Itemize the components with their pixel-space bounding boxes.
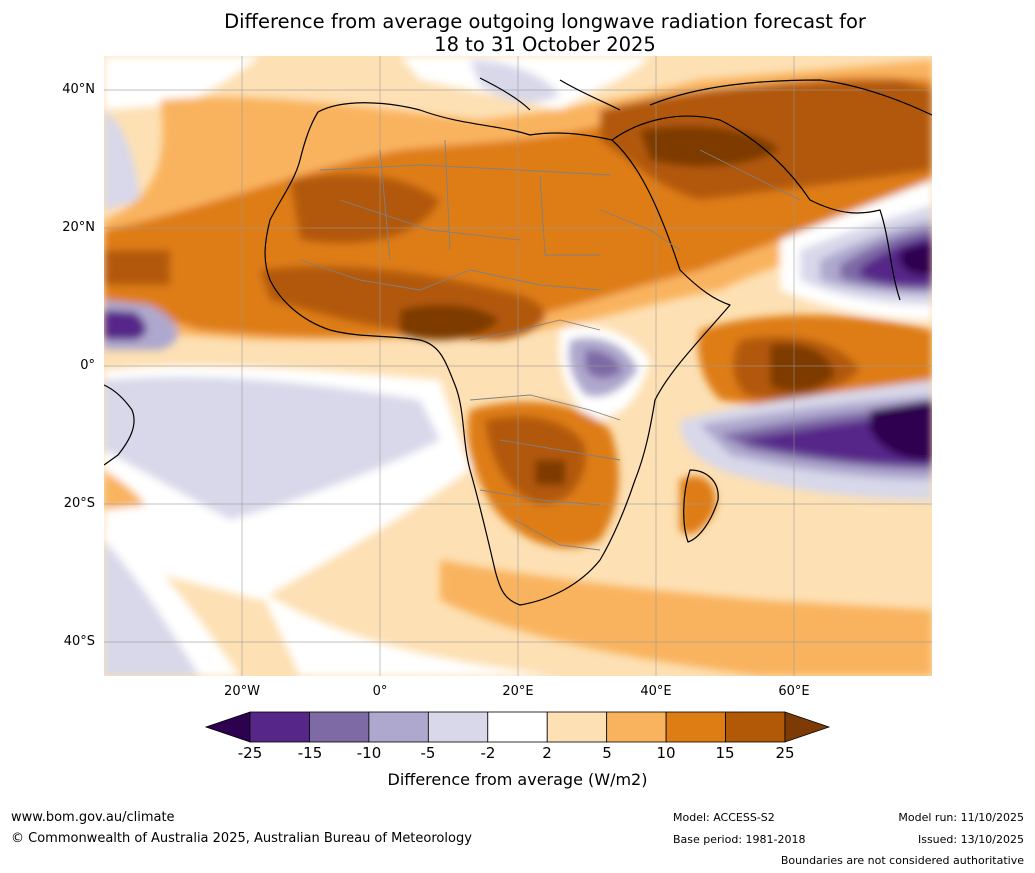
colorbar-swatch: [249, 711, 310, 743]
colorbar-swatch: [725, 711, 786, 743]
lat-label-20n: 20°N: [62, 220, 95, 235]
lon-label-0: 0°: [372, 684, 388, 699]
lon-label-40e: 40°E: [640, 684, 672, 699]
colorbar-tick: 15: [715, 744, 735, 762]
model-text: Model: ACCESS-S2: [673, 811, 775, 824]
colorbar-tick: 25: [775, 744, 795, 762]
olr-anomaly-map: [104, 56, 932, 676]
country-boundaries: [299, 139, 801, 551]
website-text: www.bom.gov.au/climate: [11, 810, 175, 825]
issued-text: Issued: 13/10/2025: [917, 833, 1024, 846]
colorbar-under-arrow: [204, 711, 251, 743]
colorbar-over-arrow: [784, 711, 831, 743]
colorbar-swatch: [665, 711, 726, 743]
colorbar-swatch: [427, 711, 489, 743]
colorbar-swatch: [309, 711, 370, 743]
disclaimer-text: Boundaries are not considered authoritat…: [780, 854, 1024, 867]
colorbar-tick: -25: [237, 744, 263, 762]
model-run-text: Model run: 11/10/2025: [898, 811, 1024, 824]
base-period-text: Base period: 1981-2018: [673, 833, 806, 846]
lat-label-20s: 20°S: [63, 496, 95, 511]
colorbar-swatch: [546, 711, 608, 743]
lat-label-40n: 40°N: [62, 82, 95, 97]
lon-label-20e: 20°E: [502, 684, 534, 699]
lat-label-equator: 0°: [80, 358, 95, 373]
copyright-text: © Commonwealth of Australia 2025, Austra…: [11, 831, 472, 846]
colorbar-tick: -10: [356, 744, 382, 762]
map-title-line-2: 18 to 31 October 2025: [434, 33, 656, 56]
colorbar-swatches: [204, 711, 831, 743]
colorbar: [204, 711, 831, 743]
colorbar-swatch: [368, 711, 429, 743]
lat-label-40s: 40°S: [63, 634, 95, 649]
coastlines: [104, 77, 932, 606]
colorbar-tick: -2: [480, 744, 496, 762]
map-title-line-1: Difference from average outgoing longwav…: [224, 10, 866, 33]
colorbar-tick: -5: [420, 744, 436, 762]
colorbar-tick: -15: [297, 744, 323, 762]
graticule: [104, 56, 932, 676]
lon-label-20w: 20°W: [224, 684, 260, 699]
lon-label-60e: 60°E: [778, 684, 810, 699]
colorbar-swatch: [487, 711, 548, 743]
colorbar-tick: 2: [542, 744, 552, 762]
colorbar-label: Difference from average (W/m2): [387, 770, 648, 789]
colorbar-swatch: [606, 711, 667, 743]
colorbar-tick: 10: [656, 744, 676, 762]
colorbar-tick: 5: [602, 744, 612, 762]
